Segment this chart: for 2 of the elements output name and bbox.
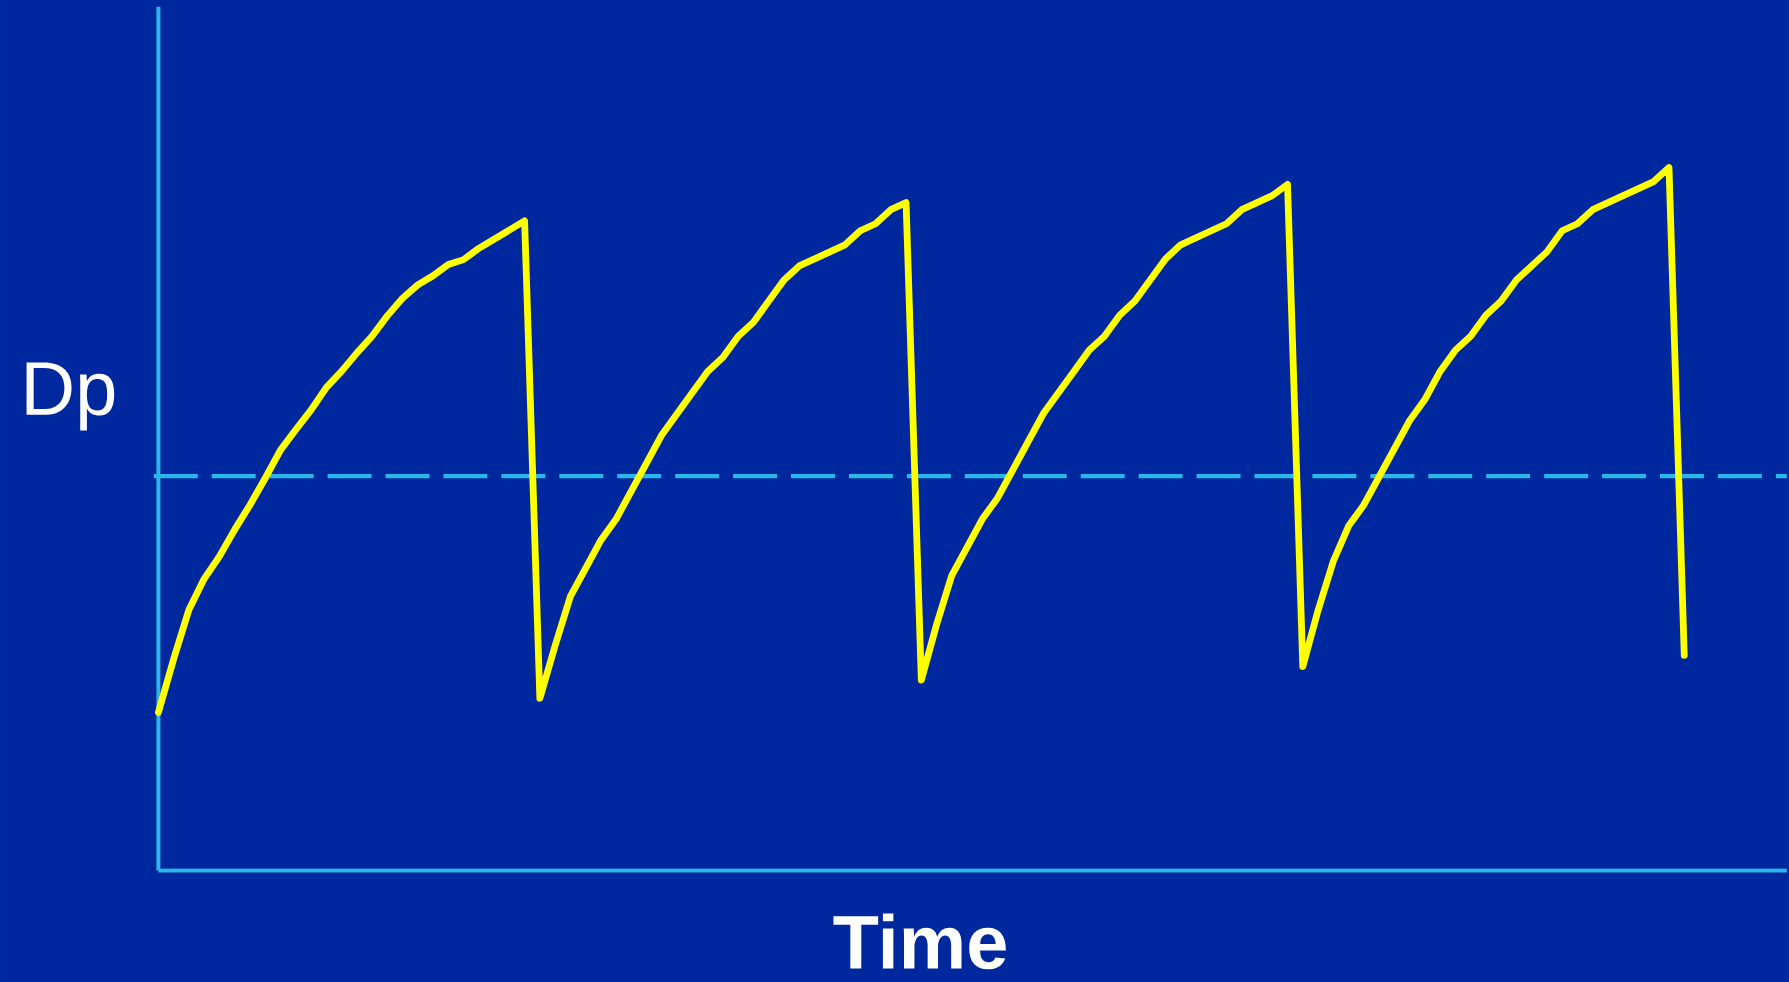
- y-axis-title: Dp: [26, 362, 115, 431]
- x-axis-title: Time: [833, 913, 1006, 970]
